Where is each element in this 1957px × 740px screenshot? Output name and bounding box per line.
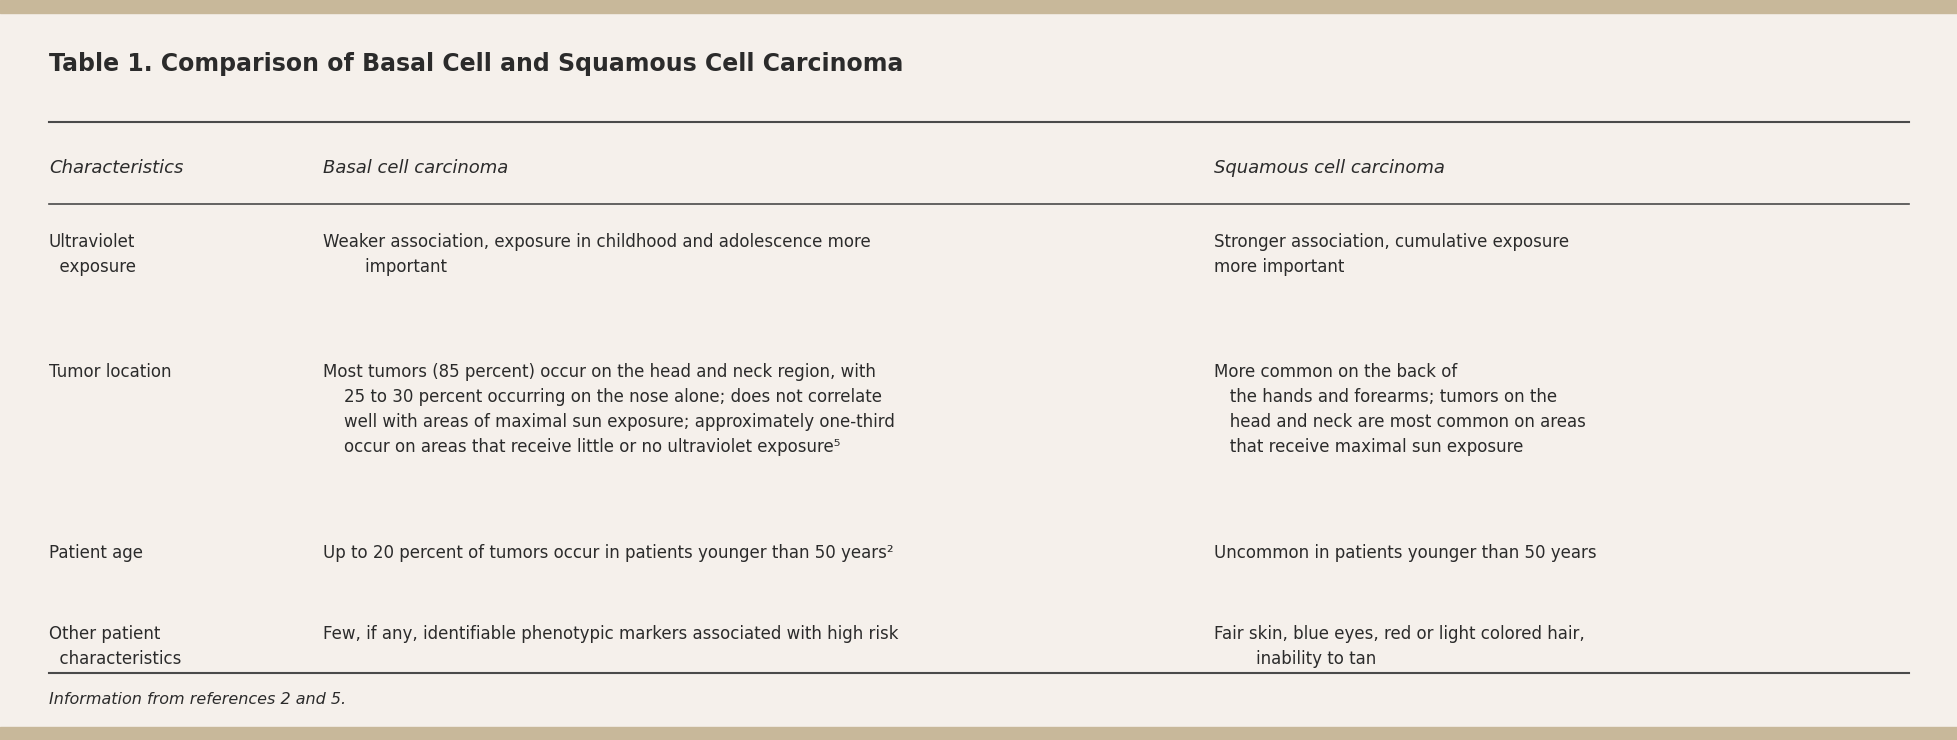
Text: Basal cell carcinoma: Basal cell carcinoma — [323, 159, 509, 177]
Text: Tumor location: Tumor location — [49, 363, 172, 380]
Text: More common on the back of
   the hands and forearms; tumors on the
   head and : More common on the back of the hands and… — [1213, 363, 1585, 456]
Text: Fair skin, blue eyes, red or light colored hair,
        inability to tan: Fair skin, blue eyes, red or light color… — [1213, 625, 1583, 668]
Text: Patient age: Patient age — [49, 544, 143, 562]
Text: Characteristics: Characteristics — [49, 159, 184, 177]
Text: Information from references 2 and 5.: Information from references 2 and 5. — [49, 692, 346, 707]
Text: Weaker association, exposure in childhood and adolescence more
        important: Weaker association, exposure in childhoo… — [323, 233, 871, 276]
Text: Ultraviolet
  exposure: Ultraviolet exposure — [49, 233, 135, 276]
Text: Most tumors (85 percent) occur on the head and neck region, with
    25 to 30 pe: Most tumors (85 percent) occur on the he… — [323, 363, 894, 456]
Bar — [0, 0, 1957, 13]
Text: Squamous cell carcinoma: Squamous cell carcinoma — [1213, 159, 1444, 177]
Text: Uncommon in patients younger than 50 years: Uncommon in patients younger than 50 yea… — [1213, 544, 1595, 562]
Text: Table 1. Comparison of Basal Cell and Squamous Cell Carcinoma: Table 1. Comparison of Basal Cell and Sq… — [49, 52, 902, 75]
Text: Up to 20 percent of tumors occur in patients younger than 50 years²: Up to 20 percent of tumors occur in pati… — [323, 544, 892, 562]
Text: Few, if any, identifiable phenotypic markers associated with high risk: Few, if any, identifiable phenotypic mar… — [323, 625, 898, 643]
Bar — [0, 727, 1957, 740]
Text: Other patient
  characteristics: Other patient characteristics — [49, 625, 182, 668]
Text: Stronger association, cumulative exposure
more important: Stronger association, cumulative exposur… — [1213, 233, 1568, 276]
